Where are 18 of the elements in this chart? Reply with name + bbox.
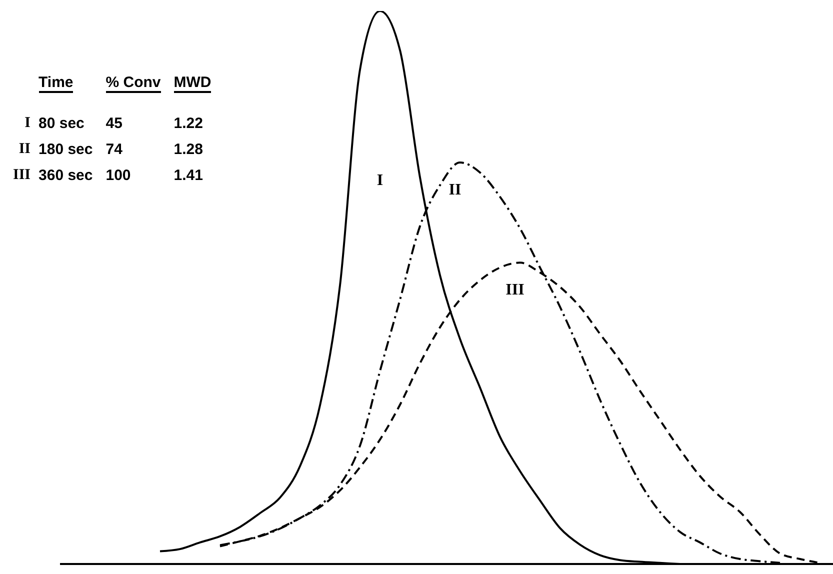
text: 360 sec xyxy=(38,166,94,186)
series-label: II xyxy=(448,182,462,199)
annotation: 1.28 xyxy=(172,140,204,160)
annotation: % Conv xyxy=(106,74,161,93)
series-label: III xyxy=(506,282,524,299)
text: III xyxy=(13,166,31,182)
annotation: 1.41 xyxy=(172,166,204,186)
series-label: I xyxy=(376,172,384,189)
annotation: 1.22 xyxy=(172,114,204,134)
text: 74 xyxy=(104,140,124,160)
text: 80 sec xyxy=(38,114,86,134)
text: II xyxy=(18,140,31,156)
text: 180 sec xyxy=(38,140,94,160)
text: Time xyxy=(38,74,74,93)
text: 45 xyxy=(104,114,124,134)
annotation: MWD xyxy=(174,74,212,93)
annotation: 100 xyxy=(104,166,132,186)
text: I xyxy=(24,114,31,130)
